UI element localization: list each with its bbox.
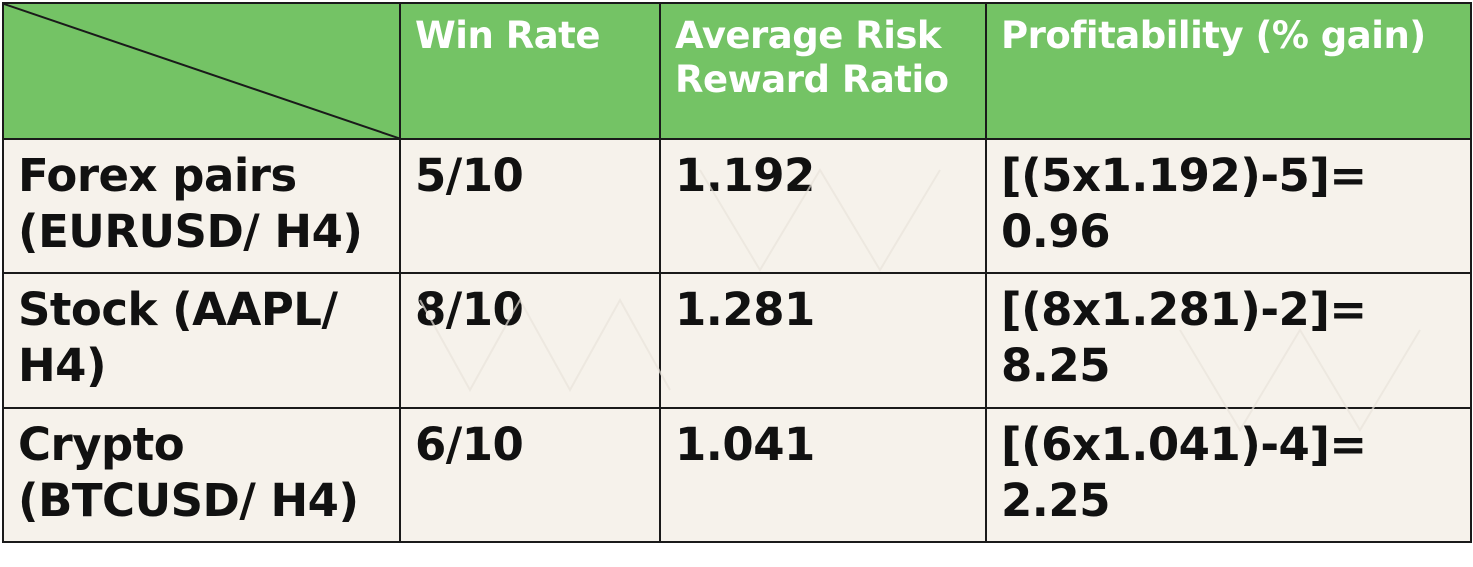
profitability-value: [(6x1.041)-4]= 2.25: [1001, 417, 1367, 527]
corner-cell: [2, 1, 401, 141]
win-rate-cell: 5/10: [399, 138, 661, 275]
profitability-value: [(8x1.281)-2]= 8.25: [1001, 283, 1367, 393]
comparison-table: Win Rate Average Risk Reward Ratio Profi…: [2, 1, 1472, 544]
win-rate-cell: 8/10: [399, 272, 661, 409]
header-label: Win Rate: [415, 14, 600, 57]
table-row: Forex pairs (EURUSD/ H4) 5/10 1.192 [(5x…: [2, 138, 1472, 275]
risk-reward-value: 1.192: [675, 149, 815, 203]
profitability-cell: [(5x1.192)-5]= 0.96: [985, 138, 1472, 275]
risk-reward-value: 1.041: [675, 417, 815, 471]
header-label: Profitability (% gain): [1001, 14, 1426, 57]
win-rate-cell: 6/10: [399, 406, 661, 544]
row-label: Forex pairs (EURUSD/ H4): [18, 149, 363, 259]
row-label-cell: Forex pairs (EURUSD/ H4): [2, 138, 401, 275]
row-label-cell: Stock (AAPL/ H4): [2, 272, 401, 409]
profitability-value: [(5x1.192)-5]= 0.96: [1001, 149, 1367, 259]
header-risk-reward: Average Risk Reward Ratio: [659, 1, 987, 141]
win-rate-value: 6/10: [415, 417, 524, 471]
comparison-table-wrapper: Win Rate Average Risk Reward Ratio Profi…: [2, 1, 1472, 544]
risk-reward-cell: 1.281: [659, 272, 987, 409]
risk-reward-cell: 1.041: [659, 406, 987, 544]
row-label: Crypto (BTCUSD/ H4): [18, 417, 359, 527]
header-win-rate: Win Rate: [399, 1, 661, 141]
win-rate-value: 8/10: [415, 283, 524, 337]
table-header-row: Win Rate Average Risk Reward Ratio Profi…: [2, 1, 1472, 141]
header-profitability: Profitability (% gain): [985, 1, 1472, 141]
profitability-cell: [(8x1.281)-2]= 8.25: [985, 272, 1472, 409]
row-label: Stock (AAPL/ H4): [18, 283, 338, 393]
diagonal-divider: [4, 4, 399, 139]
table-row: Crypto (BTCUSD/ H4) 6/10 1.041 [(6x1.041…: [2, 406, 1472, 544]
win-rate-value: 5/10: [415, 149, 524, 203]
table-row: Stock (AAPL/ H4) 8/10 1.281 [(8x1.281)-2…: [2, 272, 1472, 409]
risk-reward-cell: 1.192: [659, 138, 987, 275]
row-label-cell: Crypto (BTCUSD/ H4): [2, 406, 401, 544]
risk-reward-value: 1.281: [675, 283, 815, 337]
profitability-cell: [(6x1.041)-4]= 2.25: [985, 406, 1472, 544]
header-label: Average Risk Reward Ratio: [675, 14, 949, 101]
